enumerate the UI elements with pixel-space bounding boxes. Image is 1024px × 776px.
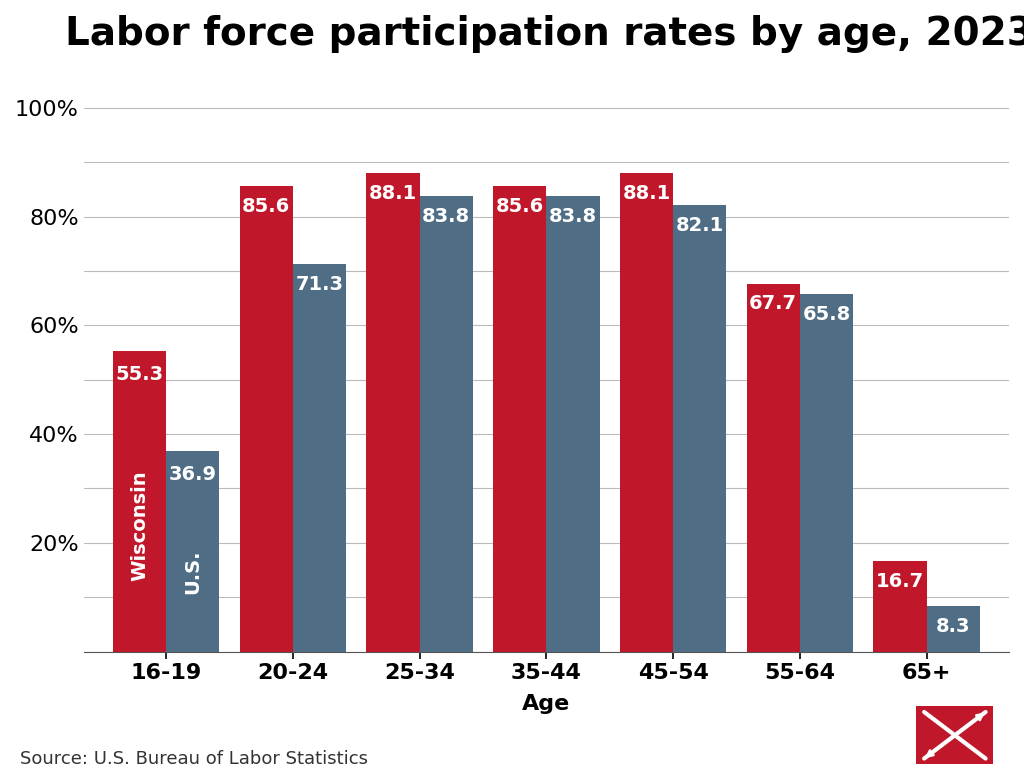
Text: 36.9: 36.9 [169, 465, 217, 483]
Text: Labor force participation rates by age, 2023: Labor force participation rates by age, … [66, 15, 1024, 53]
Text: 65.8: 65.8 [803, 305, 851, 324]
FancyBboxPatch shape [916, 706, 993, 764]
Text: 83.8: 83.8 [422, 207, 470, 226]
Bar [800, 294, 853, 652]
Text: 83.8: 83.8 [549, 207, 597, 226]
Bar [927, 606, 980, 652]
Bar [240, 186, 293, 652]
Bar [367, 173, 420, 652]
Text: 16.7: 16.7 [876, 572, 924, 591]
Bar [673, 206, 726, 652]
Text: 8.3: 8.3 [936, 617, 971, 636]
Bar [620, 173, 673, 652]
Bar [746, 283, 800, 652]
Text: U.S.: U.S. [183, 549, 202, 594]
Bar [293, 264, 346, 652]
X-axis label: Age: Age [522, 695, 570, 715]
Bar [166, 451, 219, 652]
Text: Source: U.S. Bureau of Labor Statistics: Source: U.S. Bureau of Labor Statistics [20, 750, 369, 768]
Bar [494, 186, 547, 652]
Text: Wisconsin: Wisconsin [130, 470, 150, 580]
Text: 85.6: 85.6 [496, 197, 544, 217]
Text: 82.1: 82.1 [676, 217, 724, 235]
Bar [420, 196, 473, 652]
Text: 71.3: 71.3 [296, 275, 343, 294]
Bar [873, 561, 927, 652]
Text: 67.7: 67.7 [750, 294, 798, 314]
Bar [547, 196, 600, 652]
Text: 55.3: 55.3 [116, 365, 164, 383]
Text: 85.6: 85.6 [242, 197, 291, 217]
Bar [113, 351, 166, 652]
Text: 88.1: 88.1 [369, 184, 417, 203]
Text: 88.1: 88.1 [623, 184, 671, 203]
